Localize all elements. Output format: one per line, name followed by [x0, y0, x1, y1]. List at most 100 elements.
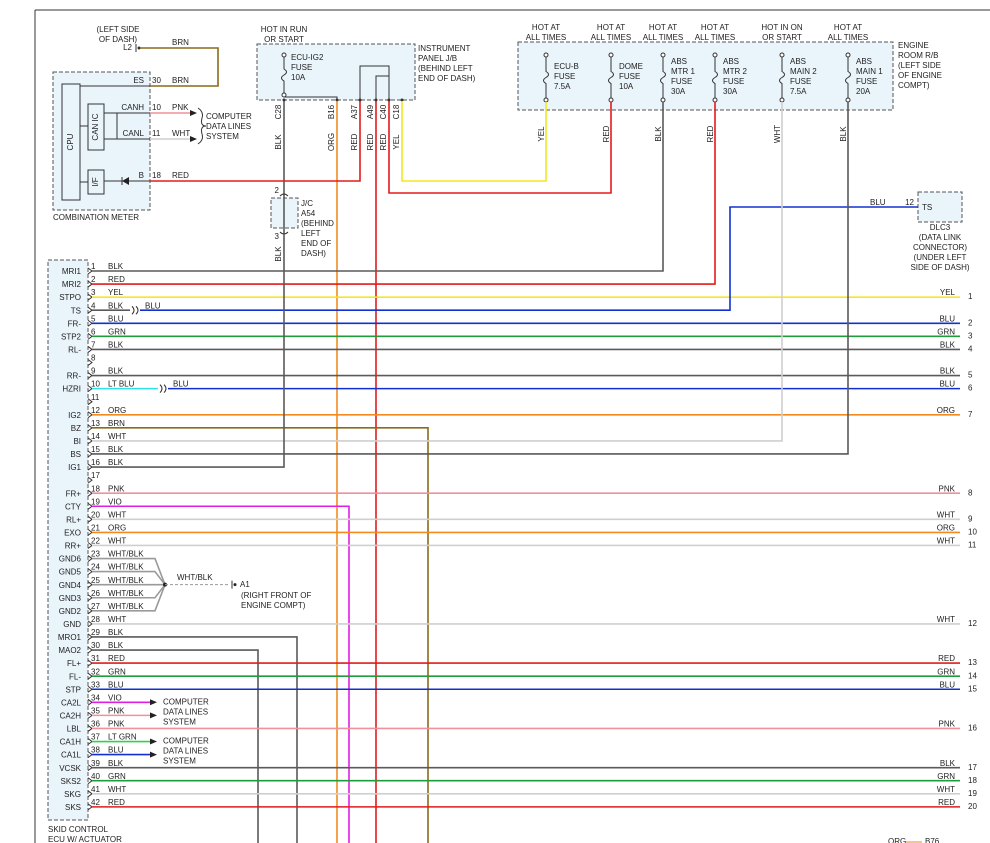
label: ECU-IG2: [291, 53, 324, 62]
meter-box: [52, 71, 151, 211]
label: BLK: [108, 759, 124, 768]
label: COMPUTER: [163, 737, 209, 746]
terminal: [608, 52, 614, 58]
label: 2: [968, 318, 973, 327]
wire: [92, 584, 166, 612]
label: 7.5A: [790, 87, 807, 96]
label: MAIN 1: [856, 67, 883, 76]
label: DOME: [619, 62, 643, 71]
label: PNK: [939, 484, 956, 493]
wire-label: BLK: [274, 246, 283, 262]
label: FUSE: [291, 63, 312, 72]
label: STP: [65, 685, 81, 694]
label: WHT: [108, 785, 126, 794]
fuse: [281, 57, 287, 93]
label: 25: [91, 576, 100, 585]
label: 18: [152, 171, 161, 180]
label: RED: [938, 654, 955, 663]
label: WHT/BLK: [108, 576, 144, 585]
bus: [359, 65, 390, 100]
inline-connector: [131, 305, 139, 315]
label: (BEHIND: [301, 219, 334, 228]
label: LEFT: [301, 229, 321, 238]
label: PNK: [108, 720, 125, 729]
label: BLK: [108, 641, 124, 650]
label: WHT/BLK: [108, 550, 144, 559]
label: 14: [968, 671, 977, 680]
ground-dot: [137, 46, 141, 50]
label: IG1: [68, 463, 81, 472]
label: A1: [240, 580, 250, 589]
label: 12: [968, 619, 977, 628]
label: ENGINE: [898, 41, 929, 50]
label: 17: [968, 763, 977, 772]
label: 20: [91, 510, 100, 519]
label: J/C: [301, 199, 313, 208]
wire-label: BLK: [839, 126, 848, 142]
label: GND2: [59, 607, 82, 616]
fuse: [608, 57, 614, 98]
label: LT BLU: [108, 380, 135, 389]
label: BLK: [108, 445, 124, 454]
label: YEL: [940, 288, 956, 297]
label: BLK: [940, 759, 956, 768]
wire-label: BLK: [274, 134, 283, 150]
label: 2: [275, 186, 280, 195]
label: RED: [108, 275, 125, 284]
wire: [92, 102, 664, 272]
ecu-box: [47, 259, 89, 821]
label: 17: [91, 471, 100, 480]
block-label: CPU: [66, 133, 75, 150]
label: SKG: [64, 790, 81, 799]
label: 2: [91, 275, 96, 284]
wire-label: BLK: [654, 126, 663, 142]
wire-label: ORG: [327, 133, 336, 151]
label: 30: [152, 76, 161, 85]
label: ORG: [937, 524, 955, 533]
label: 3: [968, 331, 973, 340]
label: BLU: [145, 301, 161, 310]
label: 14: [91, 432, 100, 441]
wire-label: C28: [274, 104, 283, 119]
label: RED: [938, 798, 955, 807]
label: SKS2: [61, 777, 82, 786]
label: ES: [133, 76, 144, 85]
pin: [282, 98, 286, 102]
label: BLK: [940, 341, 956, 350]
label: BLU: [939, 314, 955, 323]
wire-label: B16: [327, 104, 336, 119]
label: 38: [91, 746, 100, 755]
label: PNK: [108, 484, 125, 493]
label: GND5: [59, 568, 82, 577]
label: BLK: [108, 367, 124, 376]
terminal: [660, 97, 666, 103]
terminal: [779, 52, 785, 58]
label: 5: [968, 371, 973, 380]
label: WHT/BLK: [108, 589, 144, 598]
label: FUSE: [790, 77, 811, 86]
label: WHT: [108, 615, 126, 624]
label: ALL TIMES: [526, 33, 566, 42]
label: 4: [91, 301, 96, 310]
label: ALL TIMES: [828, 33, 868, 42]
label: ALL TIMES: [695, 33, 735, 42]
label: BLU: [173, 380, 189, 389]
label: WHT: [937, 785, 955, 794]
label: BLK: [108, 301, 124, 310]
wire: [140, 47, 219, 87]
label: PANEL J/B: [418, 54, 457, 63]
label: BLK: [940, 367, 956, 376]
pin-terminal: [87, 398, 93, 406]
label: 19: [91, 497, 100, 506]
wire: [92, 102, 716, 285]
label: DLC3: [930, 223, 951, 232]
label: WHT/BLK: [177, 573, 213, 582]
label: PNK: [108, 706, 125, 715]
label: GND: [63, 620, 81, 629]
label: A54: [301, 209, 316, 218]
label: B76: [925, 837, 940, 843]
wire: [92, 102, 849, 455]
label: TS: [922, 203, 932, 212]
label: 26: [91, 589, 100, 598]
label: 21: [91, 524, 100, 533]
